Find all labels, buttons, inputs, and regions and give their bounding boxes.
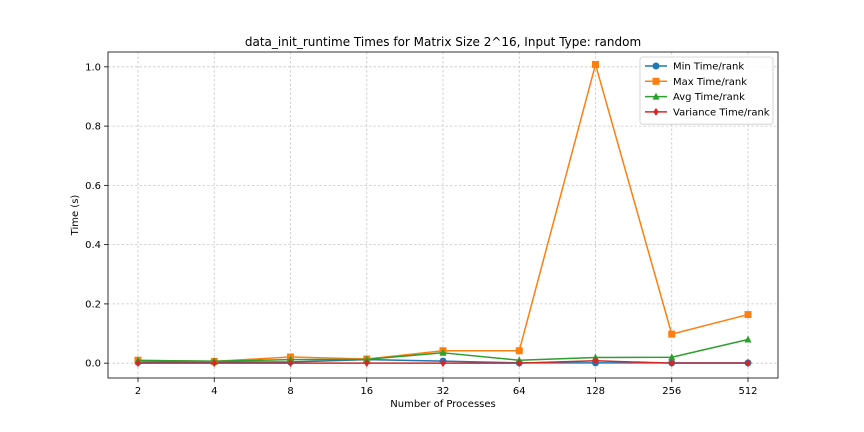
- legend-item: Min Time/rank: [645, 62, 744, 73]
- y-tick-label: 1.0: [85, 62, 101, 73]
- data-point: [592, 60, 599, 68]
- data-point: [669, 359, 675, 368]
- x-axis-label: Number of Processes: [390, 399, 495, 410]
- legend-marker: [652, 62, 660, 70]
- grid: [108, 52, 778, 378]
- x-tick-label: 2: [135, 386, 141, 397]
- data-point: [744, 335, 752, 343]
- data-point: [135, 359, 141, 368]
- x-tick-label: 512: [738, 386, 757, 397]
- data-point: [668, 330, 676, 338]
- x-tick-label: 128: [586, 386, 605, 397]
- legend-marker: [652, 92, 660, 100]
- data-point: [287, 355, 294, 363]
- data-point: [363, 355, 371, 363]
- legend-label: Min Time/rank: [673, 62, 744, 73]
- legend-label: Max Time/rank: [673, 77, 747, 88]
- data-point: [745, 359, 751, 368]
- x-tick-label: 256: [662, 386, 681, 397]
- data-point: [364, 359, 370, 368]
- legend-box: [639, 56, 774, 125]
- y-tick-label: 0.6: [85, 181, 101, 192]
- legend-marker: [652, 77, 660, 85]
- y-tick-label: 0.4: [85, 240, 101, 251]
- x-tick-label: 32: [437, 386, 450, 397]
- x-tick-label: 64: [513, 386, 526, 397]
- data-point: [668, 353, 676, 361]
- legend-item: Max Time/rank: [645, 77, 747, 88]
- y-tick-label: 0.0: [85, 359, 101, 370]
- data-point: [211, 359, 217, 368]
- y-tick-label: 0.8: [85, 122, 101, 133]
- ticks: 2 4 8 16 32 64 128 256 512 0.0 0.2 0.4 0.6 0.8 1.0: [85, 62, 757, 397]
- y-axis-label: Time (s): [70, 195, 81, 237]
- series-group: [134, 60, 752, 368]
- legend-label: Avg Time/rank: [673, 92, 745, 103]
- data-point: [592, 356, 599, 365]
- series-variance-time-rank: [135, 356, 751, 368]
- x-tick-label: 8: [287, 386, 293, 397]
- legend-label: Variance Time/rank: [673, 107, 770, 118]
- data-point: [516, 359, 522, 368]
- x-tick-label: 4: [211, 386, 217, 397]
- legend-item: Variance Time/rank: [645, 107, 770, 118]
- x-tick-label: 16: [360, 386, 373, 397]
- y-tick-label: 0.2: [85, 299, 101, 310]
- legend: Min Time/rank Max Time/rank Avg Time/rank V…: [639, 56, 774, 125]
- chart-title: data_init_runtime Times for Matrix Size …: [245, 35, 641, 49]
- data-point: [287, 359, 294, 368]
- legend-item: Avg Time/rank: [645, 92, 745, 103]
- data-point: [440, 359, 446, 368]
- data-point: [439, 348, 447, 356]
- data-point: [515, 347, 523, 355]
- data-point: [744, 311, 752, 319]
- legend-marker: [653, 107, 659, 116]
